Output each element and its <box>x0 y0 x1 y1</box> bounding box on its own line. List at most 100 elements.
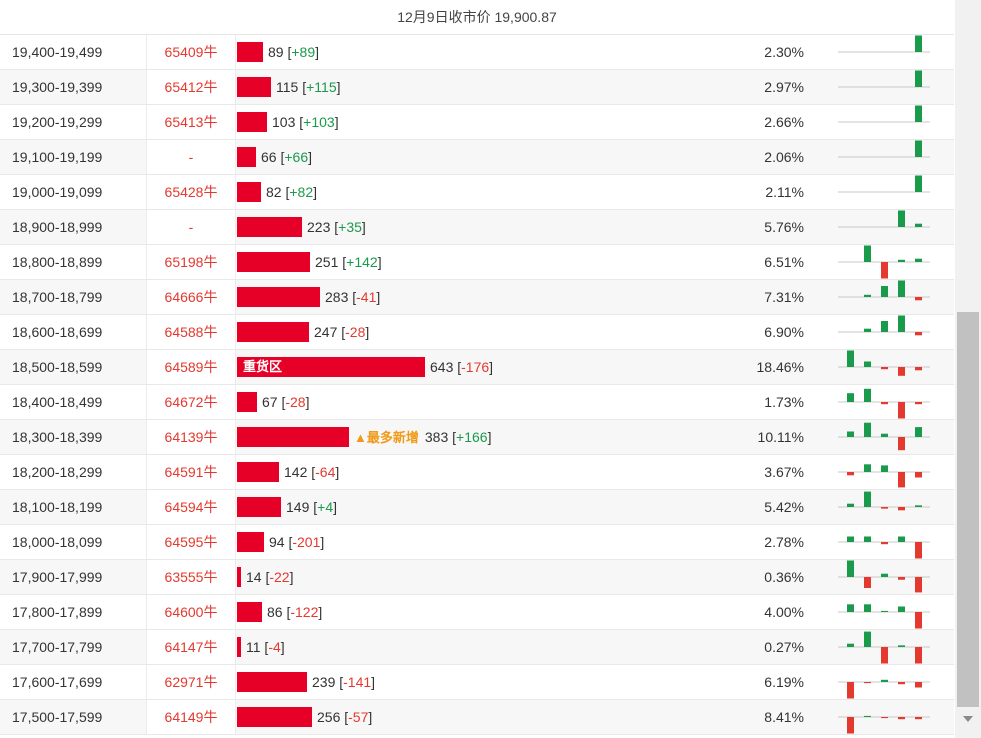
bar-value-text: 239 [-141] <box>312 665 375 699</box>
cbbc-code[interactable]: 65409牛 <box>146 35 236 69</box>
quantity-change: +142 <box>346 254 378 270</box>
cbbc-code[interactable]: 65413牛 <box>146 105 236 139</box>
price-range: 17,900-17,999 <box>12 569 103 585</box>
quantity-bar <box>237 217 302 237</box>
cbbc-code[interactable]: 64589牛 <box>146 350 236 384</box>
cbbc-code[interactable]: 65412牛 <box>146 70 236 104</box>
sparkline-bar <box>915 140 922 157</box>
sparkline-bar <box>864 361 871 367</box>
change-sparkline <box>838 604 930 629</box>
change-sparkline <box>838 679 930 699</box>
bar-area: 223 [+35] <box>237 210 737 244</box>
quantity-bar <box>237 112 267 132</box>
bar-value-text: 256 [-57] <box>317 700 372 734</box>
cbbc-code[interactable]: 64666牛 <box>146 280 236 314</box>
bracket-close: ] <box>308 149 312 165</box>
quantity-value: 11 [ <box>246 639 269 655</box>
percentage: 18.46% <box>756 359 804 375</box>
price-range: 17,800-17,899 <box>12 604 103 620</box>
percentage: 6.19% <box>764 674 804 690</box>
sparkline-bar <box>898 507 905 511</box>
percentage: 1.73% <box>764 394 804 410</box>
bar-value-text: 149 [+4] <box>286 490 337 524</box>
quantity-bar <box>237 567 241 587</box>
sparkline-bar <box>915 577 922 593</box>
cbbc-code[interactable]: 64139牛 <box>146 420 236 454</box>
bar-value-text: 115 [+115] <box>276 70 341 104</box>
cbbc-code[interactable]: 64594牛 <box>146 490 236 524</box>
cbbc-code[interactable]: 64591牛 <box>146 455 236 489</box>
quantity-value: 67 [ <box>262 394 286 410</box>
sparkline-bar <box>864 388 871 402</box>
bracket-close: ] <box>361 219 366 235</box>
table-row: 17,700-17,799 64147牛 11 [-4] 0.27% <box>0 630 954 665</box>
change-sparkline <box>838 715 930 734</box>
cbbc-code[interactable]: 65198牛 <box>146 245 236 279</box>
quantity-bar <box>237 707 312 727</box>
bar-area: 11 [-4] <box>237 630 737 664</box>
sparkline-bar <box>915 427 922 437</box>
sparkline-bar <box>881 573 888 577</box>
change-sparkline <box>838 388 930 419</box>
change-sparkline <box>838 464 930 488</box>
quantity-change: -64 <box>315 464 336 480</box>
rows-container: 19,400-19,499 65409牛 89 [+89] 2.30% 19,300-1… <box>0 35 954 735</box>
sparkline-bar <box>915 70 922 87</box>
sparkline-bar <box>881 321 888 332</box>
sparkline-bar <box>898 717 905 720</box>
quantity-value: 86 [ <box>267 604 291 620</box>
sparkline-bar <box>898 472 905 488</box>
sparkline-bar <box>864 294 871 297</box>
cbbc-code[interactable]: 64147牛 <box>146 630 236 664</box>
quantity-bar <box>237 392 257 412</box>
price-range: 19,000-19,099 <box>12 184 103 200</box>
price-range: 18,000-18,099 <box>12 534 103 550</box>
bar-value-text: 283 [-41] <box>325 280 380 314</box>
cbbc-code[interactable]: 64672牛 <box>146 385 236 419</box>
quantity-value: 223 [ <box>307 219 339 235</box>
cbbc-code[interactable]: 62971牛 <box>146 665 236 699</box>
quantity-change: -57 <box>348 709 369 725</box>
percentage: 2.66% <box>764 114 804 130</box>
bar-value-text: 94 [-201] <box>269 525 324 559</box>
scrollbar-thumb[interactable] <box>957 312 979 707</box>
scroll-down-arrow-icon[interactable] <box>963 716 973 722</box>
bracket-close: ] <box>371 674 376 690</box>
bracket-close: ] <box>377 254 382 270</box>
cbbc-code[interactable]: 64149牛 <box>146 700 236 734</box>
cbbc-distribution-table: 12月9日收市价 19,900.87 19,400-19,499 65409牛 89… <box>0 9 954 735</box>
cbbc-code[interactable]: - <box>146 140 236 174</box>
sparkline-bar <box>881 610 888 612</box>
sparkline-bar <box>881 507 888 509</box>
cbbc-code[interactable]: - <box>146 210 236 244</box>
sparkline-bar <box>864 491 871 507</box>
quantity-bar <box>237 77 271 97</box>
bar-area: 67 [-28] <box>237 385 737 419</box>
quantity-change: +4 <box>317 499 334 515</box>
bar-value-text: 67 [-28] <box>262 385 309 419</box>
vertical-scrollbar[interactable] <box>955 0 981 738</box>
bar-value-text: 251 [+142] <box>315 245 382 279</box>
bar-area: 重货区 643 [-176] <box>237 350 737 384</box>
quantity-value: 383 [ <box>424 429 457 445</box>
quantity-change: -141 <box>343 674 372 690</box>
quantity-change: +89 <box>291 44 316 60</box>
sparkline-bar <box>898 259 905 262</box>
sparkline-bar <box>864 631 871 647</box>
quantity-bar: 重货区 <box>237 357 425 377</box>
sparkline-bar <box>847 560 854 577</box>
change-sparkline <box>838 560 930 593</box>
quantity-change: -4 <box>268 639 281 655</box>
bar-area: 103 [+103] <box>237 105 737 139</box>
cbbc-code[interactable]: 65428牛 <box>146 175 236 209</box>
cbbc-code[interactable]: 64600牛 <box>146 595 236 629</box>
cbbc-code[interactable]: 64595牛 <box>146 525 236 559</box>
quantity-value: 14 [ <box>246 569 270 585</box>
sparkline-bar <box>898 280 905 297</box>
cbbc-code[interactable]: 63555牛 <box>146 560 236 594</box>
change-sparkline <box>838 35 930 53</box>
sparkline-bar <box>915 367 922 371</box>
cbbc-code[interactable]: 64588牛 <box>146 315 236 349</box>
quantity-bar <box>237 637 241 657</box>
bar-area: 239 [-141] <box>237 665 737 699</box>
